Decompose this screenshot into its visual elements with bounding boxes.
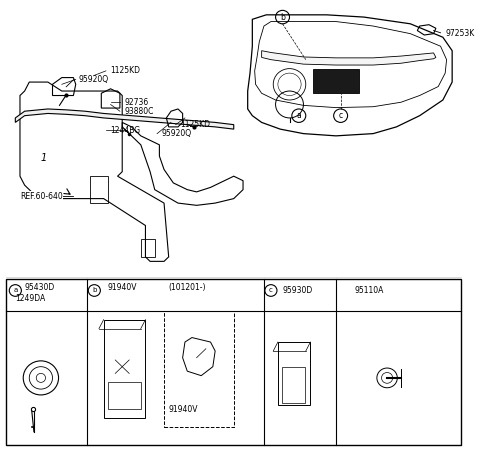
Bar [6,279,461,445]
Text: 1249DA: 1249DA [15,294,46,303]
Text: b: b [280,13,285,22]
Text: 95430D: 95430D [24,283,55,292]
Bar [104,320,145,418]
Text: 95920Q: 95920Q [162,129,192,138]
Bar [90,176,108,203]
Text: 1: 1 [40,153,47,163]
Text: 92736: 92736 [124,98,149,107]
Text: 1244BG: 1244BG [110,126,141,135]
Text: 95930D: 95930D [283,286,313,295]
Bar [313,69,359,93]
Text: 93880C: 93880C [124,107,154,116]
Text: c: c [338,111,343,120]
Bar [108,382,141,409]
Text: a: a [13,287,17,294]
Text: 1125KD: 1125KD [180,120,210,129]
Text: 1125KD: 1125KD [110,66,141,75]
Polygon shape [262,51,436,65]
Text: (101201-): (101201-) [168,283,206,292]
Polygon shape [15,109,234,129]
Bar [278,342,311,405]
Text: REF.60-640: REF.60-640 [20,192,63,201]
Text: 95110A: 95110A [355,286,384,295]
Text: 95920Q: 95920Q [78,75,108,84]
Text: c: c [269,287,273,294]
Text: a: a [297,111,301,120]
Bar [141,239,155,257]
Text: 91940V: 91940V [168,405,198,414]
Text: 91940V: 91940V [108,283,137,292]
Text: 97253K: 97253K [445,29,474,38]
Bar [282,367,305,403]
Text: b: b [92,287,96,294]
Bar [164,311,234,427]
